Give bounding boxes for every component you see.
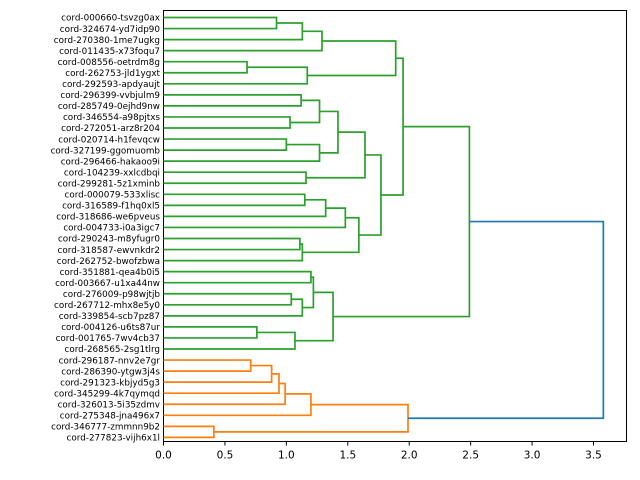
dendrogram-link	[163, 116, 291, 129]
dendrogram-link	[163, 94, 302, 107]
leaf-label: cord-290243-m8yfugr0	[58, 235, 160, 245]
leaf-label: cord-276009-p98wjtjb	[63, 290, 161, 300]
dendrogram-link	[163, 364, 273, 383]
dendrogram-link	[319, 110, 339, 154]
dendrogram-link	[163, 373, 280, 395]
dendrogram-link	[163, 193, 306, 207]
dendrogram-link	[163, 22, 304, 41]
leaf-label: cord-011435-x73foqu7	[59, 47, 160, 57]
x-tick-label: 0.5	[217, 450, 234, 462]
dendrogram-link	[163, 243, 304, 262]
leaf-label: cord-291323-kbjyd5g3	[60, 378, 160, 388]
leaf-label: cord-351881-qea4b0i5	[60, 268, 160, 278]
leaf-label: cord-296399-vvbjulm9	[60, 91, 160, 101]
leaf-label: cord-262752-bwofzbwa	[57, 257, 160, 267]
dendrogram-link	[163, 359, 252, 372]
leaf-label: cord-004733-i0a3igc7	[63, 224, 160, 234]
dendrogram-link	[306, 131, 366, 179]
leaf-label: cord-004126-u6ts87ur	[61, 323, 160, 333]
dendrogram-link	[163, 171, 307, 185]
leaf-label: cord-345299-4k7qymqd	[54, 389, 160, 399]
dendrogram-link	[163, 207, 347, 229]
dendrogram-link	[163, 326, 258, 339]
leaf-label: cord-001765-7wv4cb37	[56, 334, 160, 344]
leaf-label: cord-262753-jld1ygxt	[65, 69, 160, 79]
dendrogram-link	[407, 220, 605, 420]
dendrogram-link	[307, 40, 397, 77]
leaf-label: cord-268565-2sg1tlrg	[65, 345, 161, 355]
leaf-label: cord-346777-zmmnn9b2	[51, 423, 160, 433]
leaf-label: cord-326013-5i35zdmv	[58, 400, 160, 410]
leaf-label: cord-104239-xxlcdbqi	[64, 168, 160, 178]
x-tick-label: 2.0	[401, 450, 418, 462]
leaf-label: cord-299281-5z1xminb	[58, 179, 161, 189]
dendrogram-link	[163, 60, 248, 74]
leaf-label: cord-339854-scb7pz87	[59, 312, 160, 322]
dendrogram-link	[163, 143, 321, 162]
x-tick-label: 3.5	[585, 450, 602, 462]
leaf-label: cord-318587-ewvnkdr2	[58, 246, 160, 256]
dendrogram-link	[163, 270, 312, 284]
leaf-label: cord-277823-vijh6x1l	[67, 434, 160, 444]
x-tick-label: 3.0	[524, 450, 541, 462]
dendrogram-link	[163, 66, 309, 85]
leaf-label: cord-267712-mhx8e5y0	[54, 301, 160, 311]
x-tick-label: 0.0	[155, 450, 172, 462]
leaf-label: cord-285749-0ejhd9nw	[58, 102, 160, 112]
dendrogram-link	[358, 154, 382, 236]
dendrogram-link	[290, 99, 321, 124]
dendrogram-link	[163, 198, 327, 218]
leaf-label: cord-286390-ytgw3j4s	[61, 367, 160, 377]
dendrogram-link	[163, 425, 215, 439]
leaf-label: cord-272051-arz8r204	[61, 124, 160, 134]
leaf-label: cord-292593-apdyaujt	[62, 80, 160, 90]
axes-frame	[163, 10, 627, 442]
leaf-label: cord-327199-ggomuomb	[51, 146, 161, 156]
leaf-label: cord-275348-jna496x7	[60, 412, 160, 422]
leaf-label: cord-003667-u1xa44nw	[55, 279, 160, 289]
dendrogram-link	[163, 16, 278, 30]
x-tick-label: 1.5	[339, 450, 356, 462]
dendrogram-link	[302, 216, 360, 254]
leaf-label: cord-000660-tsvzg0ax	[61, 14, 160, 24]
leaf-label: cord-000079-533xlisc	[65, 191, 161, 201]
leaf-label: cord-324674-yd7idp90	[60, 25, 161, 35]
dendrogram-link	[163, 292, 293, 306]
dendrogram-link	[163, 331, 296, 350]
leaf-label: cord-270380-1me7ugkg	[54, 36, 160, 46]
dendrogram-link	[163, 138, 288, 151]
x-tick-label: 2.5	[462, 450, 479, 462]
dendrogram-link	[163, 30, 323, 52]
leaf-label: cord-296187-nnv2e7gr	[59, 356, 161, 366]
x-tick-label: 1.0	[278, 450, 295, 462]
leaf-label: cord-318686-we6pveus	[56, 213, 160, 223]
dendrogram-link	[163, 298, 304, 317]
dendrogram-link	[333, 125, 471, 318]
dendrogram-link	[380, 57, 404, 196]
leaf-label: cord-296466-hakaoo9i	[61, 157, 160, 167]
leaf-label: cord-346554-a98pjtxs	[63, 113, 160, 123]
leaf-label: cord-316589-f1hq0xl5	[62, 202, 160, 212]
leaf-label: cord-008556-oetrdm8g	[58, 58, 160, 68]
dendrogram-link	[163, 237, 301, 251]
leaf-label: cord-020714-h1fevqcw	[58, 135, 160, 145]
